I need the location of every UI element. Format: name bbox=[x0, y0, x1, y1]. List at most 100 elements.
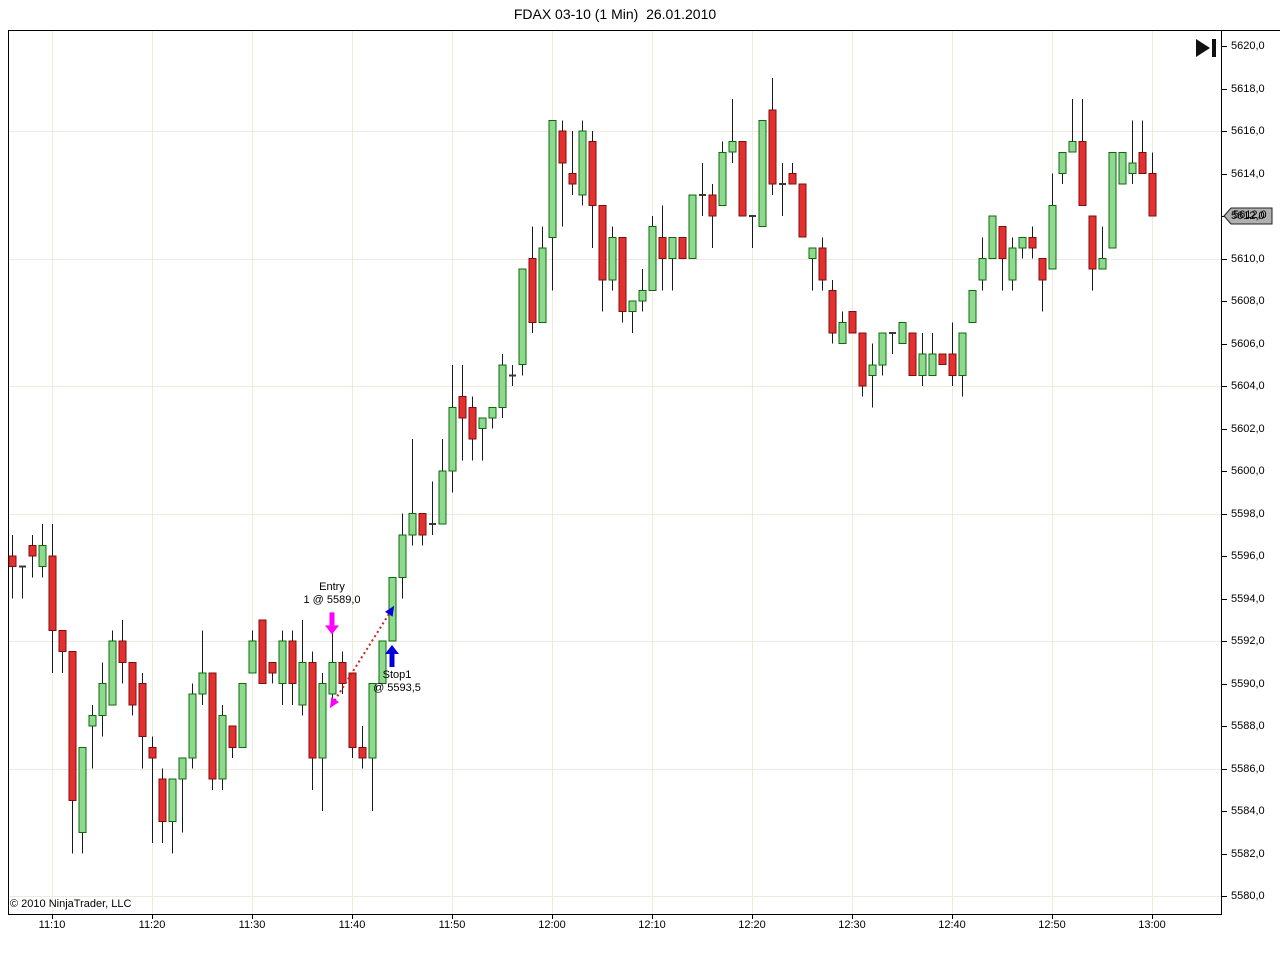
entry-annotation-line1: Entry bbox=[319, 581, 345, 594]
candle bbox=[308, 651, 317, 790]
candle bbox=[858, 332, 867, 397]
candle bbox=[19, 565, 26, 599]
candle bbox=[788, 162, 797, 185]
candle bbox=[478, 417, 487, 461]
x-axis-label: 11:50 bbox=[438, 919, 466, 931]
candle bbox=[928, 332, 937, 376]
candle bbox=[588, 131, 597, 248]
candle bbox=[738, 141, 747, 217]
y-axis-label: 5618,0 bbox=[1231, 83, 1265, 95]
candle bbox=[358, 726, 367, 769]
candle bbox=[699, 162, 706, 216]
candle bbox=[218, 704, 227, 790]
y-axis-label: 5612,0 bbox=[1231, 210, 1265, 222]
candle bbox=[848, 311, 857, 334]
x-axis-label: 12:10 bbox=[638, 919, 666, 931]
candle bbox=[838, 311, 847, 345]
candle bbox=[298, 619, 307, 716]
candle bbox=[868, 343, 877, 408]
y-axis-label: 5616,0 bbox=[1231, 125, 1265, 137]
candle bbox=[918, 332, 927, 386]
candle bbox=[1128, 120, 1137, 185]
x-axis-label: 11:30 bbox=[238, 919, 266, 931]
candle bbox=[728, 99, 737, 163]
candle bbox=[398, 513, 407, 599]
candle bbox=[1118, 151, 1127, 185]
candle bbox=[509, 364, 516, 386]
candle bbox=[268, 661, 277, 684]
candle bbox=[978, 237, 987, 291]
candle bbox=[898, 321, 907, 345]
copyright-text: © 2010 NinjaTrader, LLC bbox=[10, 898, 132, 910]
y-axis-label: 5580,0 bbox=[1231, 890, 1265, 902]
chart-title: FDAX 03-10 (1 Min) 26.01.2010 bbox=[513, 6, 717, 22]
y-axis-label: 5582,0 bbox=[1231, 848, 1265, 860]
candle bbox=[138, 672, 147, 769]
x-axis-label: 11:40 bbox=[338, 919, 366, 931]
candle bbox=[668, 236, 677, 291]
candle bbox=[538, 226, 547, 323]
candle bbox=[628, 300, 637, 333]
candle bbox=[818, 237, 827, 291]
candle bbox=[228, 725, 237, 758]
candle bbox=[198, 630, 207, 705]
candle bbox=[438, 439, 447, 525]
y-axis-label: 5584,0 bbox=[1231, 805, 1265, 817]
y-axis-label: 5590,0 bbox=[1231, 678, 1265, 690]
go-to-last-bar-icon bbox=[1196, 39, 1216, 57]
stop-arrow-icon bbox=[385, 645, 399, 667]
candle bbox=[328, 630, 337, 705]
candle bbox=[168, 778, 177, 854]
candle bbox=[968, 289, 977, 323]
candle bbox=[1028, 226, 1037, 259]
trade-line bbox=[329, 605, 395, 709]
y-axis-label: 5602,0 bbox=[1231, 423, 1265, 435]
y-axis-label: 5604,0 bbox=[1231, 380, 1265, 392]
x-axis-label: 12:40 bbox=[938, 919, 966, 931]
candle bbox=[88, 704, 97, 769]
y-axis-label: 5614,0 bbox=[1231, 168, 1265, 180]
candle bbox=[418, 513, 427, 546]
candle bbox=[638, 269, 647, 312]
candle bbox=[58, 629, 67, 673]
candle bbox=[598, 204, 607, 312]
candle bbox=[548, 119, 557, 291]
candle bbox=[618, 236, 627, 323]
candle bbox=[518, 268, 527, 376]
x-axis-label: 11:20 bbox=[138, 919, 166, 931]
candle bbox=[68, 651, 77, 854]
x-axis-label: 13:00 bbox=[1138, 919, 1166, 931]
candle bbox=[258, 619, 267, 685]
y-axis-label: 5586,0 bbox=[1231, 763, 1265, 775]
candle bbox=[1068, 99, 1077, 153]
candle bbox=[188, 683, 197, 769]
last-price-tag: 5612,0 bbox=[1233, 209, 1267, 221]
candle bbox=[578, 120, 587, 206]
candle bbox=[348, 672, 357, 758]
stop-annotation: Stop1 @ 5593,5 bbox=[332, 669, 462, 695]
entry-annotation-line2: 1 @ 5589,0 bbox=[303, 594, 361, 607]
y-axis-label: 5608,0 bbox=[1231, 295, 1265, 307]
candle bbox=[488, 406, 497, 429]
candle bbox=[1108, 151, 1117, 249]
candle bbox=[178, 757, 187, 833]
candle bbox=[718, 141, 727, 206]
candle bbox=[568, 131, 577, 195]
candle bbox=[938, 353, 947, 366]
y-axis-label: 5610,0 bbox=[1231, 253, 1265, 265]
candle bbox=[278, 630, 287, 705]
y-axis-label: 5598,0 bbox=[1231, 508, 1265, 520]
y-axis-label: 5594,0 bbox=[1231, 593, 1265, 605]
candle bbox=[558, 120, 567, 227]
candle bbox=[498, 354, 507, 418]
y-axis-label: 5606,0 bbox=[1231, 338, 1265, 350]
y-axis-label: 5600,0 bbox=[1231, 465, 1265, 477]
trade-entry-arrowhead bbox=[329, 697, 340, 709]
candle bbox=[8, 534, 17, 599]
candle bbox=[1078, 99, 1087, 206]
candle bbox=[448, 364, 457, 493]
candle bbox=[958, 332, 967, 397]
candle bbox=[98, 662, 107, 737]
